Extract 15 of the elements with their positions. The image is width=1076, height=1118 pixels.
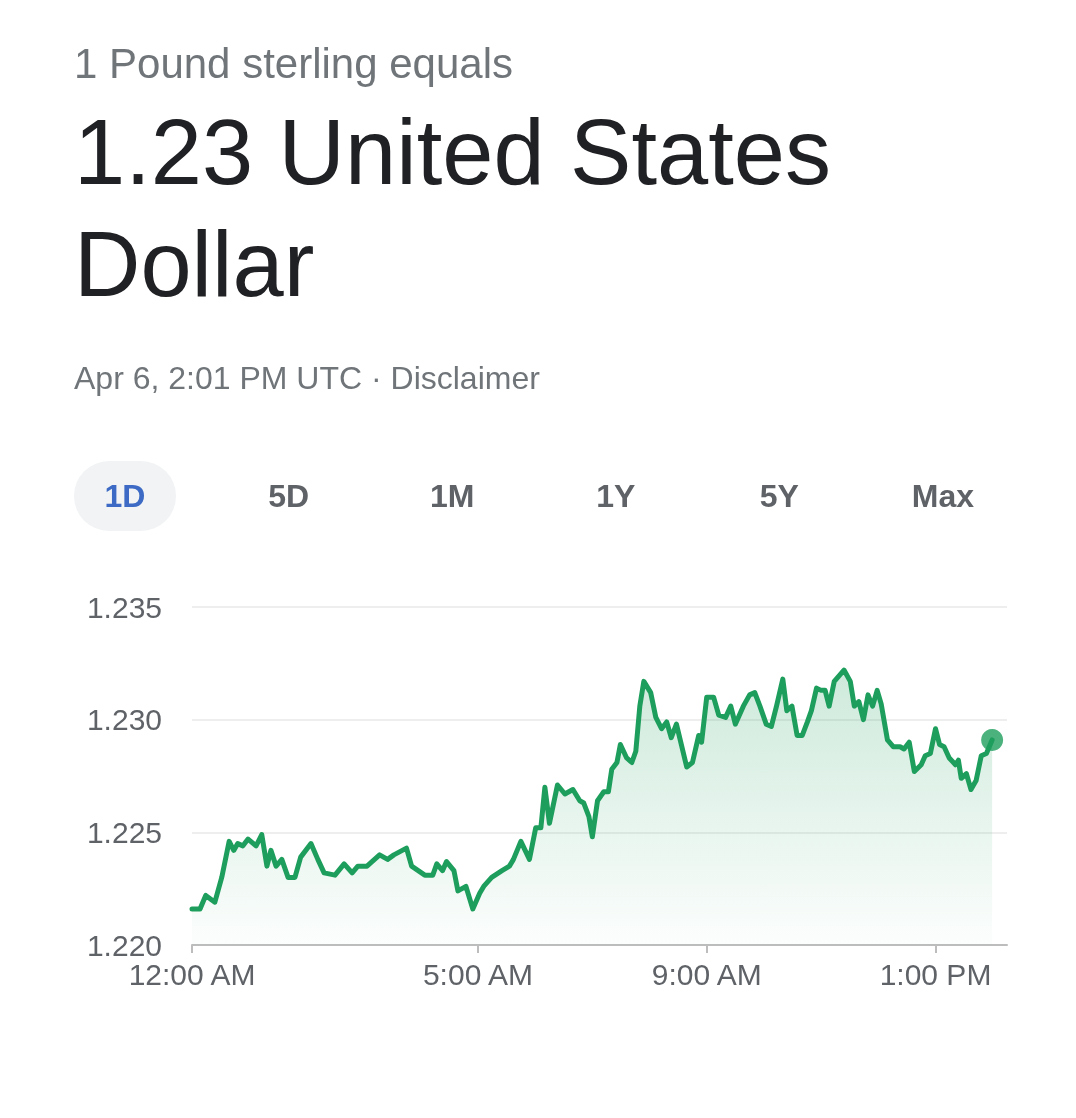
text: 5Y (758, 476, 800, 516)
text: 5D (267, 476, 311, 516)
text: Max (910, 476, 976, 516)
text: 1Y (595, 476, 637, 516)
chart-title: 1.23 United States Dollar (74, 100, 832, 317)
x-tick-label: 1:00 PM (879, 957, 992, 991)
x-tick-label: 5:00 AM (422, 957, 533, 991)
text: 1D (74, 461, 176, 531)
text: Apr 6, 2:01 PM UTC · Disclaimer (74, 360, 541, 397)
chart-subtitle: 1 Pound sterling equals (74, 40, 514, 88)
y-tick-label: 1.230 (86, 703, 162, 737)
y-tick-label: 1.225 (86, 815, 162, 849)
x-tick-label: 9:00 AM (651, 957, 762, 991)
text: 1M (428, 476, 476, 516)
y-tick-label: 1.235 (86, 590, 162, 624)
